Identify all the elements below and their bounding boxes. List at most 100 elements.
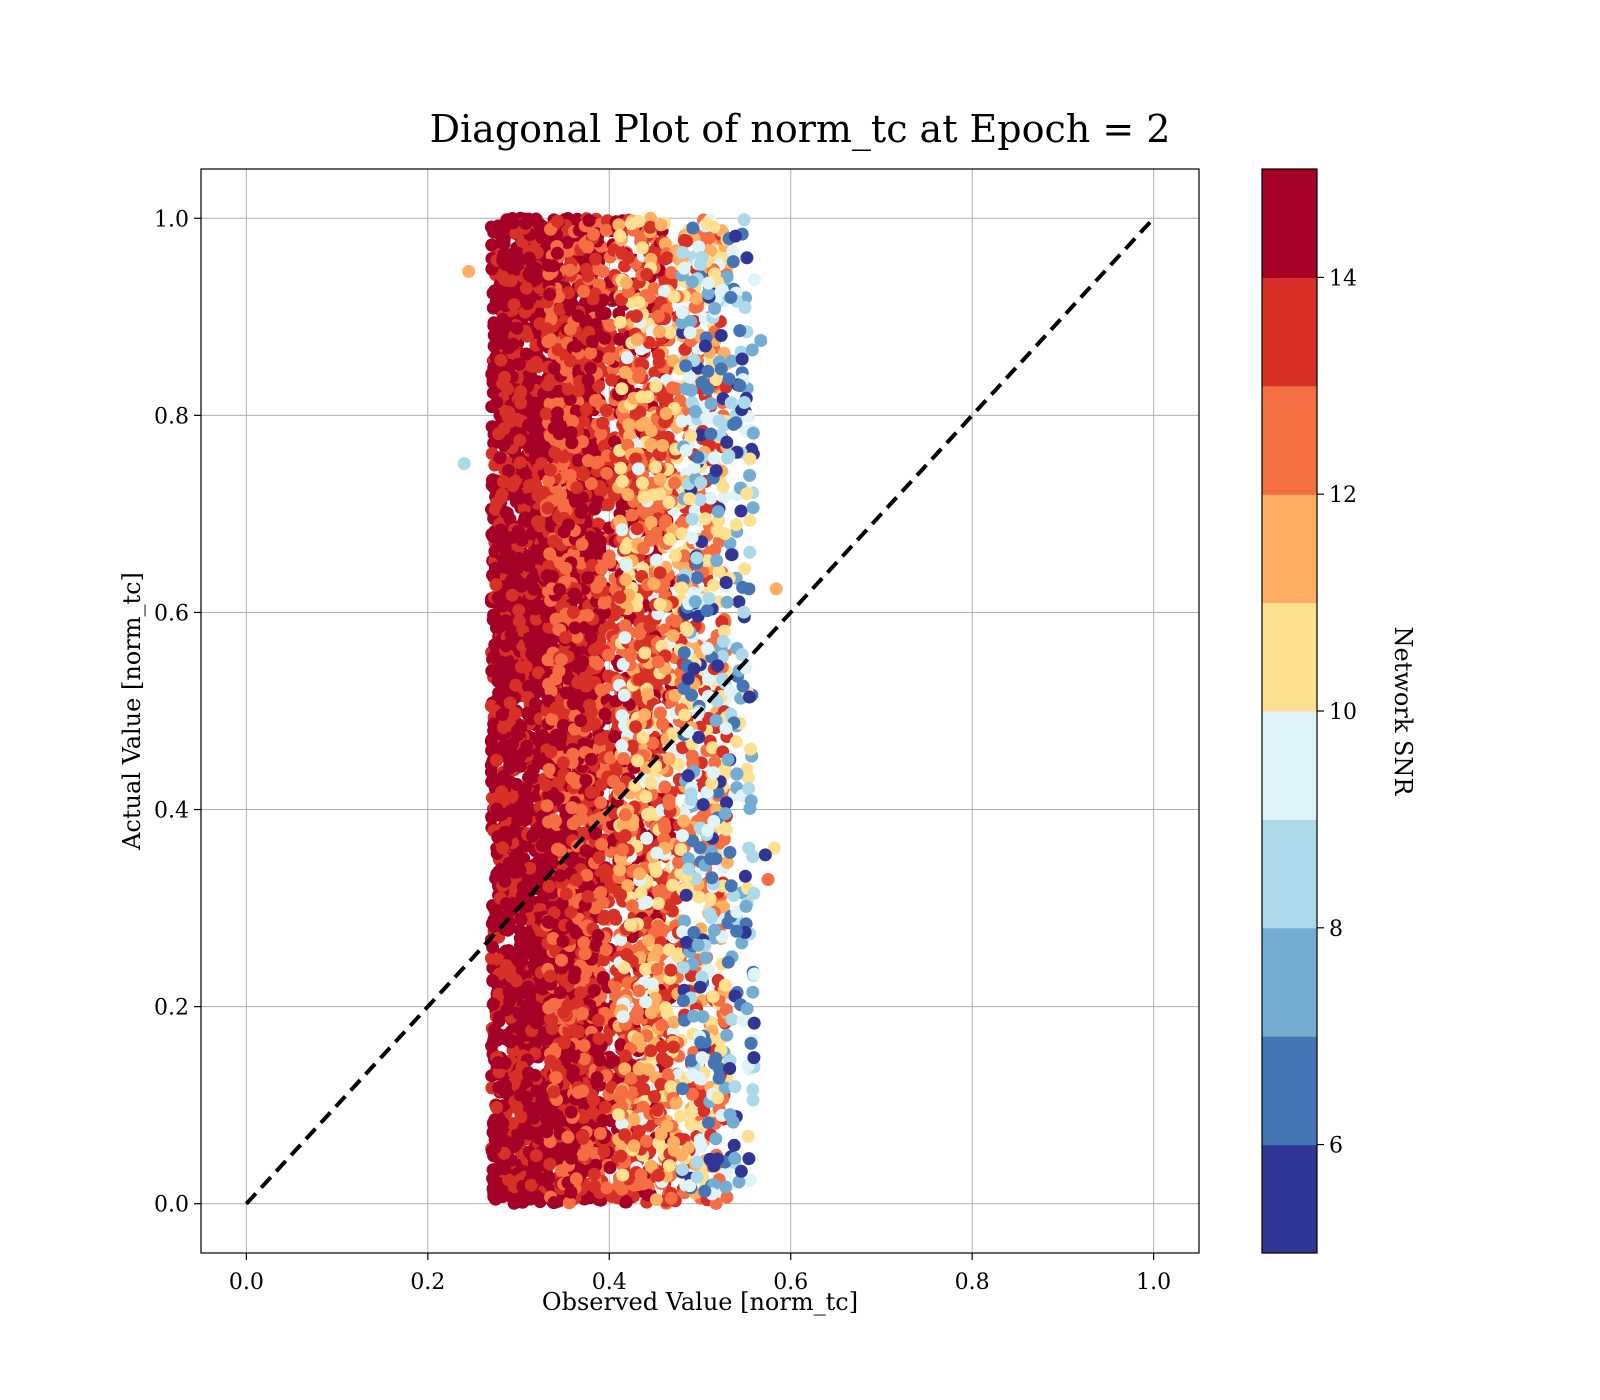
scatter-point <box>503 963 516 977</box>
scatter-point <box>486 974 500 988</box>
scatter-point <box>552 1113 566 1127</box>
scatter-point <box>490 1163 504 1177</box>
scatter-point <box>488 1141 502 1155</box>
scatter-point <box>498 1056 512 1070</box>
scatter-point <box>505 629 519 643</box>
scatter-point <box>522 559 535 572</box>
scatter-point <box>497 286 511 300</box>
scatter-point <box>529 602 543 616</box>
scatter-point <box>529 355 543 369</box>
scatter-point <box>596 416 610 430</box>
scatter-point <box>495 785 509 799</box>
scatter-point <box>510 321 524 335</box>
scatter-point <box>491 591 505 605</box>
scatter-point <box>527 1111 541 1125</box>
scatter-point <box>490 496 504 510</box>
scatter-point <box>490 753 504 767</box>
scatter-point <box>502 985 516 999</box>
scatter-point <box>519 660 533 674</box>
scatter-point <box>485 478 499 492</box>
scatter-point <box>499 897 513 911</box>
scatter-point <box>504 1035 518 1049</box>
scatter-point <box>531 488 545 502</box>
scatter-point <box>498 370 512 384</box>
scatter-point <box>518 467 532 480</box>
scatter-point <box>485 775 499 789</box>
scatter-point <box>520 329 534 343</box>
scatter-point <box>489 1192 503 1206</box>
scatter-point <box>506 337 520 351</box>
scatter-point <box>555 953 568 967</box>
scatter-point <box>487 225 501 239</box>
scatter-point <box>502 464 515 478</box>
scatter-point <box>514 396 528 410</box>
scatter-point <box>560 686 573 700</box>
scatter-point <box>510 247 524 261</box>
scatter-point <box>490 331 504 345</box>
scatter-point <box>529 936 543 950</box>
scatter-point <box>513 433 527 447</box>
scatter-point <box>489 578 503 592</box>
scatter-point <box>528 477 542 491</box>
scatter-point <box>497 769 510 783</box>
scatter-point <box>526 771 540 784</box>
scatter-point <box>521 980 535 994</box>
scatter-point <box>503 415 517 429</box>
scatter-point <box>509 974 523 988</box>
scatter-point <box>510 1133 524 1147</box>
scatter-point <box>490 1033 504 1047</box>
scatter-point <box>526 678 540 692</box>
scatter-point <box>523 999 537 1013</box>
scatter-point <box>530 1084 544 1098</box>
scatter-point <box>496 721 510 734</box>
scatter-point <box>485 733 499 747</box>
scatter-point <box>502 1173 516 1187</box>
scatter-point <box>510 949 523 962</box>
scatter-point <box>496 315 510 329</box>
scatter-point <box>513 749 527 763</box>
scatter-point <box>510 778 524 791</box>
scatter-point <box>518 511 532 525</box>
scatter-point <box>511 724 525 738</box>
scatter-point <box>513 800 527 814</box>
scatter-point <box>513 491 527 505</box>
scatter-point <box>496 248 510 262</box>
scatter-points <box>457 211 783 1210</box>
scatter-point <box>619 1195 633 1209</box>
scatter-point <box>496 841 510 855</box>
scatter-point <box>486 997 500 1011</box>
scatter-point <box>511 524 525 538</box>
scatter-point <box>534 826 548 840</box>
scatter-point <box>494 523 508 537</box>
scatter-point <box>589 252 603 266</box>
scatter-point <box>591 1013 605 1027</box>
scatter-point <box>609 912 623 926</box>
scatter-point <box>515 889 529 903</box>
scatter-point <box>509 678 523 692</box>
scatter-point <box>507 216 520 230</box>
scatter-point <box>530 545 544 559</box>
scatter-point <box>545 712 559 726</box>
scatter-point <box>514 385 528 399</box>
scatter-point <box>492 672 506 685</box>
scatter-point <box>507 298 521 312</box>
scatter-point <box>497 475 510 489</box>
scatter-point <box>496 1116 510 1130</box>
scatter-point <box>493 451 507 465</box>
scatter-point <box>513 863 527 877</box>
scatter-point <box>578 947 592 961</box>
scatter-point <box>529 1016 543 1030</box>
scatter-point <box>499 506 513 520</box>
scatter-point <box>490 802 504 816</box>
scatter-point <box>490 1101 504 1114</box>
scatter-point <box>485 367 499 381</box>
scatter-point <box>527 582 541 596</box>
scatter-point <box>520 281 533 295</box>
scatter-point <box>522 251 536 265</box>
scatter-point <box>499 549 513 563</box>
scatter-point <box>498 874 512 888</box>
scatter-point <box>510 560 524 574</box>
scatter-point <box>485 951 498 965</box>
